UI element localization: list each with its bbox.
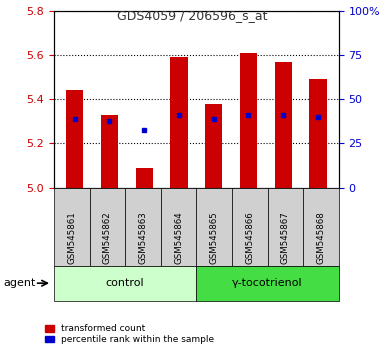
Bar	[170, 57, 187, 188]
Text: GSM545864: GSM545864	[174, 211, 183, 264]
Text: GSM545863: GSM545863	[139, 211, 147, 264]
Bar	[101, 115, 118, 188]
Bar	[275, 62, 292, 188]
Text: GSM545865: GSM545865	[210, 211, 219, 264]
Text: GDS4059 / 206596_s_at: GDS4059 / 206596_s_at	[117, 9, 268, 22]
Text: agent: agent	[4, 278, 36, 288]
Bar	[136, 168, 153, 188]
Bar	[66, 90, 84, 188]
Text: GSM545862: GSM545862	[103, 211, 112, 264]
Bar	[309, 79, 326, 188]
Text: GSM545861: GSM545861	[67, 211, 76, 264]
Text: GSM545867: GSM545867	[281, 211, 290, 264]
Text: control: control	[106, 278, 144, 288]
Text: GSM545868: GSM545868	[316, 211, 325, 264]
Text: γ-tocotrienol: γ-tocotrienol	[232, 278, 303, 288]
Bar	[240, 53, 257, 188]
Legend: transformed count, percentile rank within the sample: transformed count, percentile rank withi…	[43, 322, 216, 346]
Text: GSM545866: GSM545866	[245, 211, 254, 264]
Bar	[205, 104, 223, 188]
